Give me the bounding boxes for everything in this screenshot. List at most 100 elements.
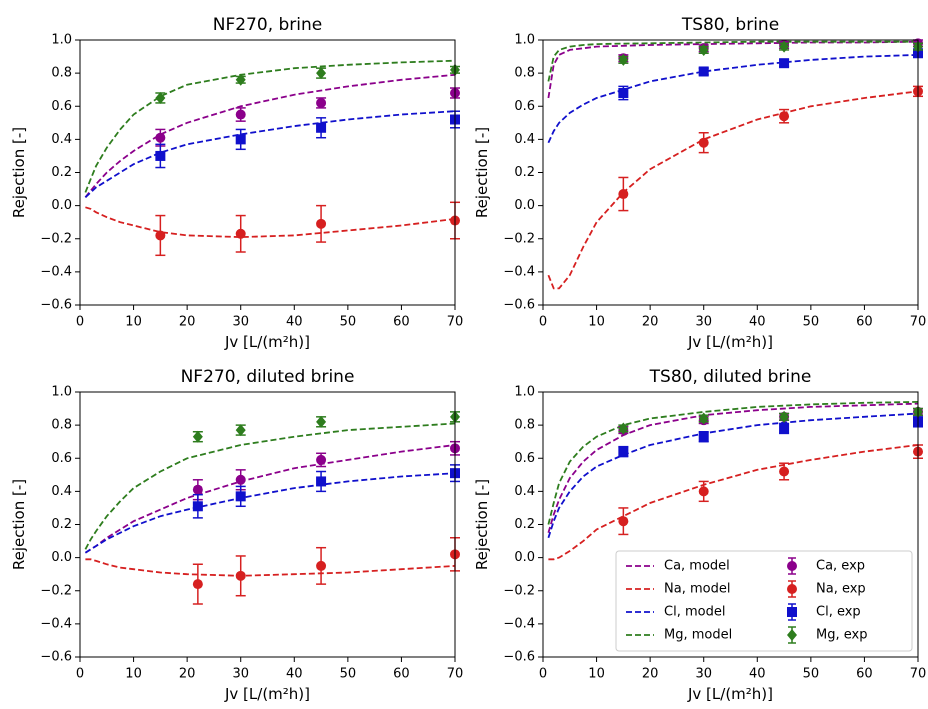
y-tick-label: −0.2 (503, 231, 535, 246)
x-tick-label: 60 (856, 667, 873, 682)
model-line (547, 412, 919, 539)
x-tick-label: 60 (393, 315, 410, 330)
y-tick-label: −0.6 (503, 650, 535, 665)
data-point (698, 43, 709, 56)
x-tick-label: 70 (910, 667, 927, 682)
legend-label: Ca, exp (816, 559, 865, 574)
y-tick-label: 0.4 (51, 132, 72, 147)
chart-title: TS80, diluted brine (649, 367, 812, 387)
y-tick-label: 1.0 (514, 33, 535, 48)
x-tick-label: 30 (695, 667, 712, 682)
data-point (779, 40, 790, 53)
data-point (316, 218, 327, 229)
data-point (235, 134, 246, 145)
y-axis-label: Rejection [-] (10, 127, 28, 218)
x-tick-label: 0 (539, 667, 547, 682)
x-axis-label: Jv [L/(m²h)] (687, 333, 773, 351)
y-axis-label: Rejection [-] (10, 479, 28, 570)
model-line (84, 59, 456, 193)
data-point (316, 97, 327, 108)
model-line (84, 444, 456, 554)
x-tick-label: 50 (803, 667, 820, 682)
x-tick-label: 50 (340, 667, 357, 682)
model-line (85, 558, 456, 577)
data-point (316, 560, 327, 571)
y-tick-label: 0.4 (514, 484, 535, 499)
y-axis-label: Rejection [-] (473, 479, 491, 570)
y-tick-label: −0.4 (503, 264, 535, 279)
x-tick-label: 20 (642, 667, 659, 682)
legend-swatch (787, 629, 797, 641)
data-point (235, 109, 246, 120)
data-point (698, 486, 709, 497)
x-tick-label: 60 (856, 315, 873, 330)
x-tick-label: 10 (588, 667, 605, 682)
y-tick-label: 0.2 (514, 517, 535, 532)
data-point (235, 491, 246, 502)
legend-swatch (787, 561, 797, 571)
model-line (548, 444, 919, 561)
chart-title: NF270, diluted brine (181, 367, 355, 387)
x-tick-label: 40 (286, 667, 303, 682)
model-line (84, 110, 456, 198)
model-line (547, 90, 919, 290)
y-tick-label: 0.8 (514, 418, 535, 433)
model-line (84, 73, 456, 198)
legend-label: Cl, model (664, 605, 725, 620)
data-point (235, 424, 246, 437)
data-point (618, 446, 629, 457)
y-tick-label: 0.6 (51, 99, 72, 114)
y-tick-label: 0.8 (51, 66, 72, 81)
x-axis-label: Jv [L/(m²h)] (224, 333, 310, 351)
y-tick-label: 0.8 (51, 418, 72, 433)
data-point (192, 430, 203, 443)
chart-title: NF270, brine (213, 15, 323, 35)
x-tick-label: 60 (393, 667, 410, 682)
model-line (84, 472, 456, 554)
x-tick-label: 10 (125, 315, 142, 330)
x-tick-label: 10 (588, 315, 605, 330)
data-point (192, 484, 203, 495)
data-point (618, 88, 629, 98)
data-point (235, 474, 246, 485)
data-point (698, 66, 709, 77)
legend-label: Mg, model (664, 628, 732, 643)
y-tick-label: −0.4 (503, 616, 535, 631)
x-tick-label: 50 (340, 315, 357, 330)
y-tick-label: 0.6 (514, 99, 535, 114)
data-point (618, 189, 629, 200)
y-tick-label: 0.4 (514, 132, 535, 147)
y-tick-label: −0.4 (40, 616, 72, 631)
x-tick-label: 70 (910, 315, 927, 330)
data-point (316, 476, 327, 487)
y-tick-label: 0.6 (51, 451, 72, 466)
y-tick-label: 0.0 (514, 550, 535, 565)
y-tick-label: −0.2 (40, 231, 72, 246)
legend-label: Ca, model (664, 559, 730, 574)
y-tick-label: 1.0 (514, 385, 535, 400)
y-tick-label: −0.2 (503, 583, 535, 598)
legend-swatch (787, 584, 797, 594)
data-point (155, 132, 166, 143)
x-tick-label: 20 (179, 667, 196, 682)
data-point (316, 454, 327, 465)
data-point (155, 91, 166, 104)
y-tick-label: 0.2 (514, 165, 535, 180)
data-point (316, 67, 327, 80)
data-point (779, 423, 790, 434)
y-tick-label: 0.6 (514, 451, 535, 466)
data-point (316, 415, 327, 428)
y-tick-label: 0.0 (51, 198, 72, 213)
data-point (235, 570, 246, 581)
data-point (192, 501, 203, 512)
data-point (779, 410, 790, 423)
x-axis-label: Jv [L/(m²h)] (224, 685, 310, 703)
data-point (618, 53, 629, 66)
legend-label: Mg, exp (816, 628, 867, 643)
axes-frame (542, 39, 919, 306)
axes-frame (79, 39, 456, 306)
data-point (698, 431, 709, 442)
model-line (547, 401, 919, 525)
y-tick-label: 0.2 (51, 165, 72, 180)
